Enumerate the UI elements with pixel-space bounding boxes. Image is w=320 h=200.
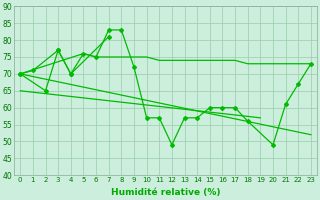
X-axis label: Humidité relative (%): Humidité relative (%): [111, 188, 220, 197]
